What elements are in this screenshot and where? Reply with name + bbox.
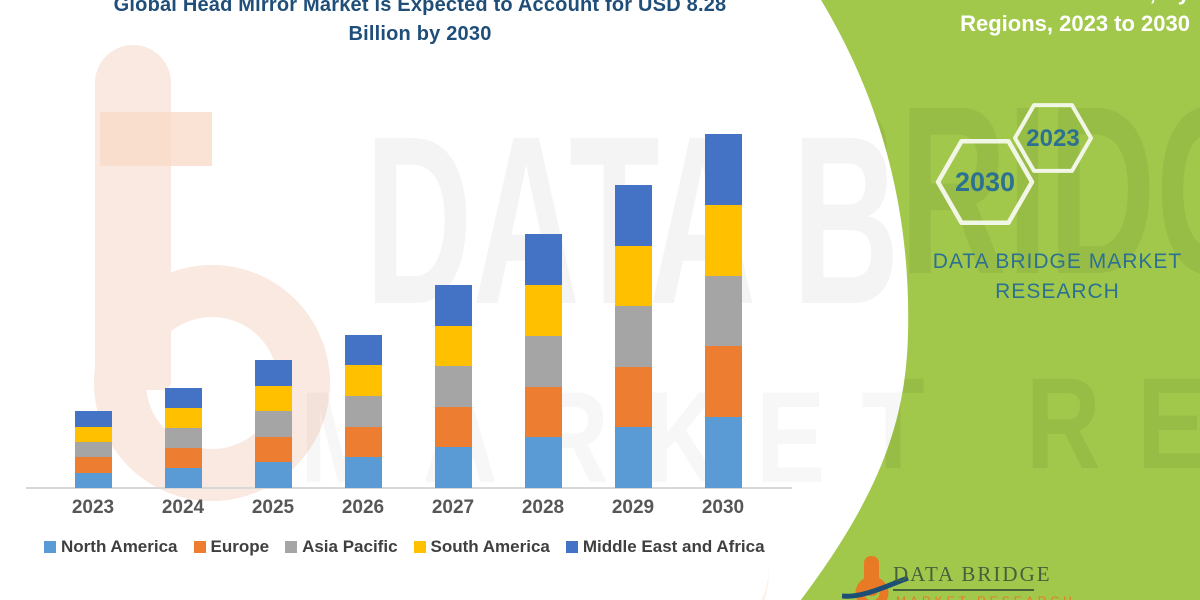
bar-segment-europe-2029 [614, 366, 652, 428]
x-axis-label-2028: 2028 [521, 497, 565, 518]
legend-item-asia-pacific: Asia Pacific [285, 537, 398, 557]
bar-segment-europe-2025 [254, 436, 292, 463]
bar-segment-middle-east-and-africa-2029 [614, 185, 652, 246]
bar-segment-europe-2023 [74, 457, 112, 473]
bar-segment-north-america-2025 [254, 462, 292, 488]
legend-item-europe: Europe [193, 537, 270, 557]
bar-segment-asia-pacific-2028 [524, 335, 562, 387]
bar-segment-middle-east-and-africa-2025 [254, 360, 292, 386]
legend-label: Middle East and Africa [582, 537, 765, 556]
bar-segment-asia-pacific-2023 [74, 441, 112, 458]
x-axis-label-2024: 2024 [161, 497, 205, 518]
x-axis-line [26, 487, 792, 489]
bar-segment-north-america-2024 [164, 467, 202, 488]
bar-segment-north-america-2026 [344, 457, 382, 488]
bar-segment-south-america-2029 [614, 245, 652, 307]
bar-segment-north-america-2030 [704, 417, 742, 488]
legend-swatch [44, 541, 56, 553]
legend-label: Europe [210, 537, 270, 556]
bar-segment-asia-pacific-2027 [434, 366, 472, 407]
bar-segment-south-america-2027 [434, 325, 472, 367]
bar-segment-europe-2028 [524, 386, 562, 438]
chart-title-line1: Global Head Mirror Market is Expected to… [113, 0, 727, 16]
bar-segment-europe-2026 [344, 426, 382, 458]
x-axis-label-2023: 2023 [71, 497, 115, 518]
x-axis-label-2027: 2027 [431, 497, 475, 518]
bar-segment-north-america-2028 [524, 437, 562, 488]
legend-swatch [193, 541, 206, 553]
legend-item-north-america: North America [44, 537, 178, 557]
bar-segment-north-america-2023 [74, 472, 112, 488]
chart-title-line2: Billion by 2030 [348, 23, 492, 45]
bar-segment-south-america-2030 [704, 204, 742, 276]
x-axis-label-2025: 2025 [251, 497, 295, 518]
bar-segment-south-america-2024 [164, 407, 202, 428]
chart-title: Global Head Mirror Market is Expected to… [28, 0, 812, 49]
legend-label: Asia Pacific [302, 537, 398, 556]
legend-swatch [413, 541, 426, 553]
x-axis-label-2026: 2026 [341, 497, 385, 518]
x-axis-label-2029: 2029 [611, 497, 655, 518]
bar-segment-asia-pacific-2030 [704, 275, 742, 347]
bar-segment-asia-pacific-2029 [614, 306, 652, 367]
legend-item-south-america: South America [413, 537, 550, 557]
bar-segment-middle-east-and-africa-2027 [434, 285, 472, 326]
bar-segment-middle-east-and-africa-2030 [704, 134, 742, 205]
legend: North America Europe Asia Pacific South Ame… [44, 537, 765, 557]
bar-segment-south-america-2025 [254, 385, 292, 412]
bar-segment-middle-east-and-africa-2024 [164, 387, 202, 408]
x-axis-label-2030: 2030 [701, 497, 745, 518]
bar-segment-middle-east-and-africa-2023 [74, 411, 112, 427]
bar-segment-north-america-2027 [434, 447, 472, 488]
bar-segment-middle-east-and-africa-2026 [344, 334, 382, 366]
legend-swatch [285, 541, 298, 553]
bar-segment-asia-pacific-2024 [164, 427, 202, 448]
bar-segment-south-america-2023 [74, 426, 112, 442]
bar-segment-europe-2024 [164, 447, 202, 468]
bar-segment-middle-east-and-africa-2028 [524, 234, 562, 286]
legend-label: North America [61, 537, 178, 556]
legend-label: South America [430, 537, 550, 556]
bar-segment-asia-pacific-2026 [344, 395, 382, 427]
legend-swatch [565, 541, 578, 553]
bar-segment-asia-pacific-2025 [254, 411, 292, 437]
bar-segment-europe-2030 [704, 346, 742, 418]
bar-segment-south-america-2028 [524, 285, 562, 336]
legend-item-middle-east-and-africa: Middle East and Africa [565, 537, 765, 557]
bar-segment-europe-2027 [434, 406, 472, 448]
bar-segment-south-america-2026 [344, 365, 382, 396]
bar-segment-north-america-2029 [614, 427, 652, 488]
